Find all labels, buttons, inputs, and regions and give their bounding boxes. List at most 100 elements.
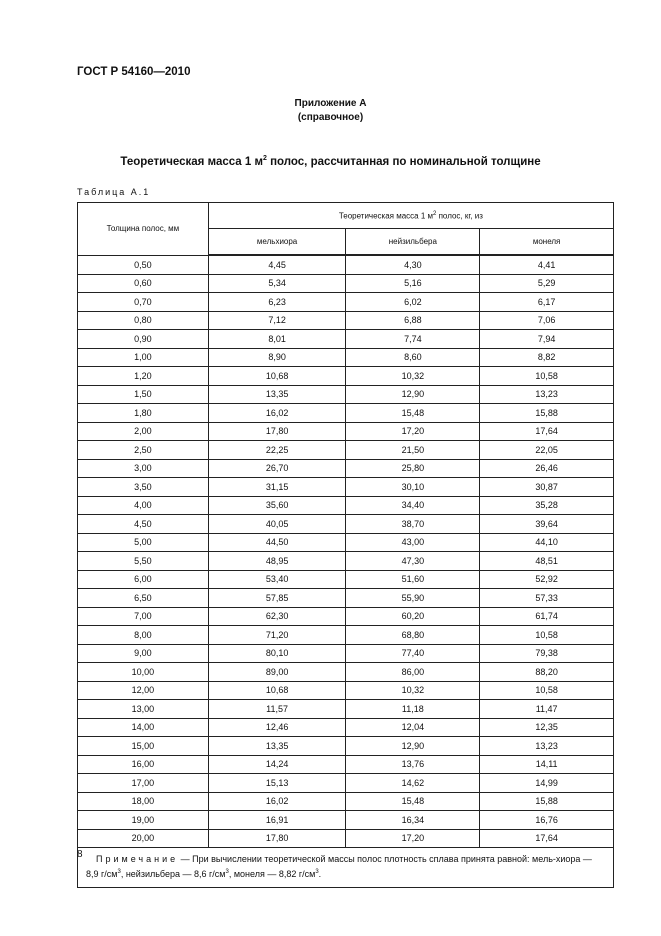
table-cell: 8,00 [77,625,209,645]
table-cell: 8,90 [207,347,347,367]
table-cell: 26,46 [479,458,614,478]
table-row: 6,00 53,40 51,60 52,92 [77,569,614,589]
table-row: 17,00 15,13 14,62 14,99 [77,773,614,793]
table-label: Таблица А.1 [77,187,151,197]
table-cell: 4,45 [207,254,347,275]
mass-table: Толщина полос, мм Теоретическая масса 1 … [77,202,615,888]
table-cell: 19,00 [77,810,209,830]
table-cell: 7,00 [77,606,209,626]
table-cell: 16,34 [345,810,481,830]
table-cell: 10,32 [345,680,481,700]
table-cell: 22,05 [479,440,614,460]
table-cell: 89,00 [207,662,347,682]
table-cell: 0,50 [77,254,209,275]
table-cell: 1,20 [77,366,209,386]
table-cell: 15,88 [479,791,614,811]
table-cell: 10,68 [207,680,347,700]
table-cell: 53,40 [207,569,347,589]
table-cell: 11,47 [479,699,614,719]
table-cell: 15,88 [479,403,614,423]
table-cell: 48,95 [207,551,347,571]
table-cell: 15,00 [77,736,209,756]
table-cell: 3,50 [77,477,209,497]
table-cell: 12,46 [207,717,347,737]
table-cell: 1,00 [77,347,209,367]
table-row: 7,00 62,30 60,20 61,74 [77,606,614,626]
table-row: 3,50 31,15 30,10 30,87 [77,477,614,497]
table-cell: 38,70 [345,514,481,534]
table-cell: 14,24 [207,754,347,774]
table-cell: 8,82 [479,347,614,367]
table-cell: 11,18 [345,699,481,719]
table-cell: 6,02 [345,292,481,312]
table-cell: 40,05 [207,514,347,534]
table-note: Примечание — При вычислении теоретическо… [77,847,614,888]
table-cell: 44,10 [479,532,614,552]
table-cell: 7,94 [479,329,614,349]
table-cell: 6,50 [77,588,209,608]
table-cell: 47,30 [345,551,481,571]
table-cell: 12,35 [479,717,614,737]
table-cell: 10,58 [479,366,614,386]
table-cell: 5,29 [479,273,614,293]
table-cell: 52,92 [479,569,614,589]
table-cell: 0,90 [77,329,209,349]
table-cell: 15,13 [207,773,347,793]
table-row: 16,00 14,24 13,76 14,11 [77,754,614,774]
table-cell: 5,50 [77,551,209,571]
table-cell: 77,40 [345,643,481,663]
table-cell: 0,70 [77,292,209,312]
table-cell: 5,00 [77,532,209,552]
table-cell: 20,00 [77,828,209,848]
table-cell: 11,57 [207,699,347,719]
table-cell: 43,00 [345,532,481,552]
header-thickness: Толщина полос, мм [77,202,209,256]
table-cell: 17,64 [479,828,614,848]
table-cell: 31,15 [207,477,347,497]
table-row: 18,00 16,02 15,48 15,88 [77,791,614,811]
table-cell: 39,64 [479,514,614,534]
table-cell: 10,00 [77,662,209,682]
table-row: 3,00 26,70 25,80 26,46 [77,458,614,478]
table-cell: 4,50 [77,514,209,534]
table-cell: 86,00 [345,662,481,682]
table-cell: 57,85 [207,588,347,608]
table-row: 0,50 4,45 4,30 4,41 [77,254,614,275]
header-mass-group: Теоретическая масса 1 м2 полос, кг, из [207,202,615,229]
table-row: 12,00 10,68 10,32 10,58 [77,680,614,700]
table-cell: 16,00 [77,754,209,774]
table-cell: 10,32 [345,366,481,386]
table-row: 13,00 11,57 11,18 11,47 [77,699,614,719]
table-cell: 80,10 [207,643,347,663]
table-cell: 16,91 [207,810,347,830]
table-cell: 48,51 [479,551,614,571]
table-row: 4,00 35,60 34,40 35,28 [77,495,614,515]
table-cell: 1,50 [77,384,209,404]
table-cell: 4,00 [77,495,209,515]
table-row: 5,50 48,95 47,30 48,51 [77,551,614,571]
document-id: ГОСТ Р 54160—2010 [77,66,191,78]
table-cell: 71,20 [207,625,347,645]
table-cell: 60,20 [345,606,481,626]
table-cell: 6,23 [207,292,347,312]
table-cell: 12,90 [345,736,481,756]
table-cell: 62,30 [207,606,347,626]
table-cell: 21,50 [345,440,481,460]
table-row: 8,00 71,20 68,80 10,58 [77,625,614,645]
table-cell: 44,50 [207,532,347,552]
table-cell: 0,80 [77,310,209,330]
table-cell: 79,38 [479,643,614,663]
table-row: 19,00 16,91 16,34 16,76 [77,810,614,830]
table-cell: 13,23 [479,384,614,404]
table-cell: 4,41 [479,254,614,275]
table-cell: 6,88 [345,310,481,330]
table-cell: 13,23 [479,736,614,756]
section-title: Теоретическая масса 1 м2 полос, рассчита… [120,155,541,168]
table-cell: 13,35 [207,736,347,756]
header-col: нейзильбера [345,228,481,256]
table-row: 10,00 89,00 86,00 88,20 [77,662,614,682]
table-cell: 5,34 [207,273,347,293]
appendix-title: Приложение А [294,98,367,109]
table-cell: 10,58 [479,680,614,700]
page-number: 8 [77,849,83,860]
